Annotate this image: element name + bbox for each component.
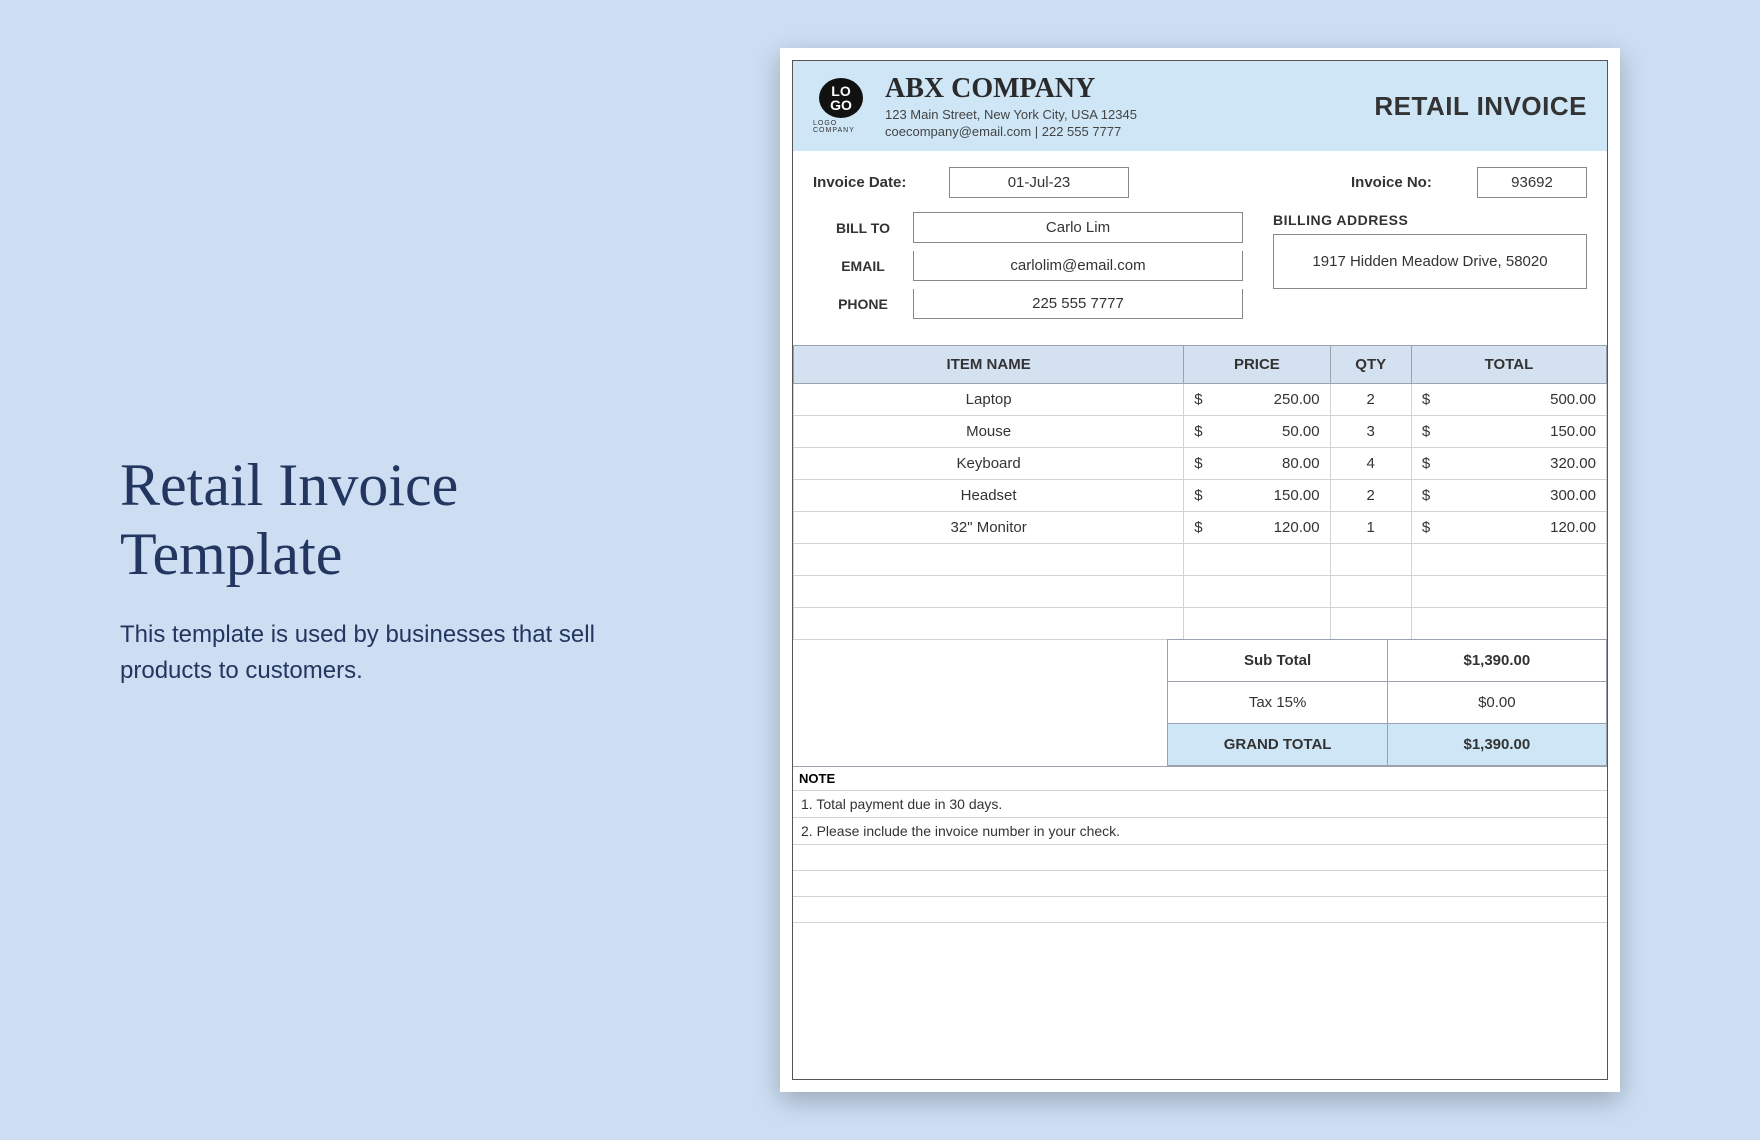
table-row: Keyboard$80.004$320.00 xyxy=(794,448,1607,480)
subtotal-label: Sub Total xyxy=(1168,640,1387,682)
item-total: $500.00 xyxy=(1411,384,1606,416)
phone-value: 225 555 7777 xyxy=(913,289,1243,319)
company-name: ABX COMPANY xyxy=(885,73,1358,105)
table-row: Laptop$250.002$500.00 xyxy=(794,384,1607,416)
item-price: $120.00 xyxy=(1184,512,1330,544)
company-info: ABX COMPANY 123 Main Street, New York Ci… xyxy=(885,73,1358,139)
invoice-date-value: 01-Jul-23 xyxy=(949,167,1129,198)
invoice-meta: Invoice Date: 01-Jul-23 Invoice No: 9369… xyxy=(793,151,1607,337)
table-row: Mouse$50.003$150.00 xyxy=(794,416,1607,448)
note-line xyxy=(793,923,1607,1079)
item-price: $50.00 xyxy=(1184,416,1330,448)
item-total: $300.00 xyxy=(1411,480,1606,512)
subtotal-value: $1,390.00 xyxy=(1387,640,1606,682)
billing-address-block: BILLING ADDRESS 1917 Hidden Meadow Drive… xyxy=(1273,212,1587,327)
item-total: $150.00 xyxy=(1411,416,1606,448)
bill-to-value: Carlo Lim xyxy=(913,212,1243,243)
item-name: Mouse xyxy=(794,416,1184,448)
tax-value: $0.00 xyxy=(1387,682,1606,724)
item-name: Laptop xyxy=(794,384,1184,416)
item-name: Headset xyxy=(794,480,1184,512)
email-label: EMAIL xyxy=(813,258,913,274)
items-table: ITEM NAME PRICE QTY TOTAL Laptop$250.002… xyxy=(793,345,1607,640)
note-line xyxy=(793,897,1607,923)
note-line: 2. Please include the invoice number in … xyxy=(793,818,1607,845)
item-price: $80.00 xyxy=(1184,448,1330,480)
col-qty: QTY xyxy=(1330,346,1411,384)
table-row: Headset$150.002$300.00 xyxy=(794,480,1607,512)
company-logo: LO GO LOGO COMPANY xyxy=(813,78,869,134)
notes-label: NOTE xyxy=(793,767,1607,791)
col-total: TOTAL xyxy=(1411,346,1606,384)
logo-mark-icon: LO GO xyxy=(819,78,863,118)
tax-label: Tax 15% xyxy=(1168,682,1387,724)
notes-section: NOTE 1. Total payment due in 30 days.2. … xyxy=(793,766,1607,1079)
col-item-name: ITEM NAME xyxy=(794,346,1184,384)
totals-table: Sub Total $1,390.00 Tax 15% $0.00 GRAND … xyxy=(1167,639,1607,766)
item-qty: 1 xyxy=(1330,512,1411,544)
grandtotal-value: $1,390.00 xyxy=(1387,724,1606,766)
item-qty: 2 xyxy=(1330,384,1411,416)
bill-to-block: BILL TO Carlo Lim EMAIL carlolim@email.c… xyxy=(813,212,1243,327)
item-price: $250.00 xyxy=(1184,384,1330,416)
item-price: $150.00 xyxy=(1184,480,1330,512)
table-row xyxy=(794,544,1607,576)
phone-label: PHONE xyxy=(813,296,913,312)
invoice-number-value: 93692 xyxy=(1477,167,1587,198)
item-name: Keyboard xyxy=(794,448,1184,480)
item-total: $120.00 xyxy=(1411,512,1606,544)
grandtotal-label: GRAND TOTAL xyxy=(1168,724,1387,766)
company-address: 123 Main Street, New York City, USA 1234… xyxy=(885,107,1358,122)
logo-subtext: LOGO COMPANY xyxy=(813,120,869,134)
item-name: 32" Monitor xyxy=(794,512,1184,544)
item-qty: 3 xyxy=(1330,416,1411,448)
bill-to-label: BILL TO xyxy=(813,220,913,236)
note-line: 1. Total payment due in 30 days. xyxy=(793,791,1607,818)
company-contact: coecompany@email.com | 222 555 7777 xyxy=(885,124,1358,139)
email-value: carlolim@email.com xyxy=(913,251,1243,281)
promo-panel: Retail Invoice Template This template is… xyxy=(120,451,600,689)
promo-title: Retail Invoice Template xyxy=(120,451,600,589)
billing-address-value: 1917 Hidden Meadow Drive, 58020 xyxy=(1273,234,1587,289)
invoice-header: LO GO LOGO COMPANY ABX COMPANY 123 Main … xyxy=(793,61,1607,151)
note-line xyxy=(793,871,1607,897)
table-row xyxy=(794,576,1607,608)
item-qty: 2 xyxy=(1330,480,1411,512)
table-row xyxy=(794,608,1607,640)
document-title: RETAIL INVOICE xyxy=(1374,91,1587,122)
invoice-number-label: Invoice No: xyxy=(1351,174,1461,191)
col-price: PRICE xyxy=(1184,346,1330,384)
promo-description: This template is used by businesses that… xyxy=(120,617,600,689)
item-total: $320.00 xyxy=(1411,448,1606,480)
invoice-date-label: Invoice Date: xyxy=(813,174,933,191)
item-qty: 4 xyxy=(1330,448,1411,480)
note-line xyxy=(793,845,1607,871)
table-row: 32" Monitor$120.001$120.00 xyxy=(794,512,1607,544)
billing-address-label: BILLING ADDRESS xyxy=(1273,212,1587,228)
invoice-sheet: LO GO LOGO COMPANY ABX COMPANY 123 Main … xyxy=(780,48,1620,1092)
